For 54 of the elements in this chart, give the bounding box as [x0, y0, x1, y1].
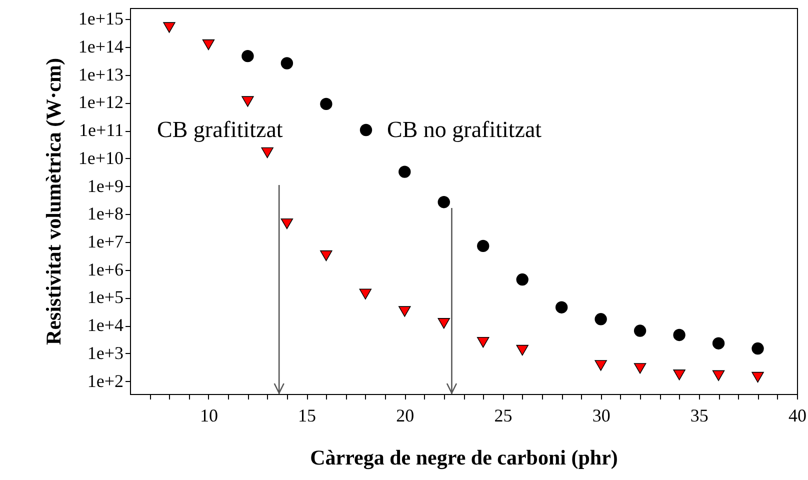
- x-tick-label: 20: [396, 406, 414, 426]
- point: [242, 96, 254, 107]
- point: [398, 166, 411, 178]
- point: [280, 57, 294, 70]
- point: [359, 288, 372, 300]
- y-tick-label: 1e+13: [78, 64, 124, 84]
- x-tick-label: 30: [592, 406, 610, 426]
- legend-label: CB no grafititzat: [387, 117, 542, 142]
- point: [477, 337, 490, 348]
- y-tick-label: 1e+3: [87, 342, 124, 363]
- point: [398, 306, 411, 317]
- point: [634, 363, 646, 374]
- point: [477, 240, 490, 252]
- point: [516, 273, 528, 286]
- point: [516, 344, 528, 356]
- x-tick-label: 25: [494, 406, 512, 426]
- point: [320, 250, 332, 262]
- x-tick-label: 15: [298, 406, 316, 426]
- point: [712, 370, 725, 381]
- y-tick-label: 1e+7: [87, 231, 124, 252]
- point: [712, 337, 725, 350]
- point: [594, 313, 607, 326]
- point: [320, 98, 332, 110]
- x-tick-label: 35: [690, 406, 708, 426]
- y-axis-title: Resistivitat volumètrica (W·cm): [41, 58, 66, 345]
- y-tick-label: 1e+5: [87, 287, 124, 308]
- point: [673, 370, 686, 380]
- point: [280, 218, 294, 230]
- y-tick-label: 1e+8: [87, 204, 124, 224]
- point: [555, 301, 568, 314]
- point: [438, 318, 450, 329]
- y-tick-label: 1e+15: [78, 8, 124, 29]
- x-tick-label: 40: [788, 406, 806, 426]
- y-tick-label: 1e+2: [87, 370, 124, 391]
- point: [673, 328, 686, 342]
- y-tick-label: 1e+10: [78, 148, 124, 168]
- point: [752, 372, 764, 383]
- point: [261, 147, 274, 158]
- y-tick-label: 1e+14: [78, 36, 124, 56]
- series-label: CB grafititzat: [157, 117, 284, 142]
- y-tick-label: 1e+11: [79, 120, 124, 140]
- x-tick-label: 10: [200, 406, 218, 426]
- point: [594, 360, 607, 371]
- point: [242, 50, 254, 62]
- y-tick-label: 1e+6: [87, 259, 124, 280]
- point: [752, 342, 764, 355]
- x-axis-title: Càrrega de negre de carboni (phr): [310, 446, 618, 470]
- y-tick-label: 1e+12: [78, 92, 124, 112]
- point: [202, 39, 215, 50]
- y-tick-label: 1e+4: [87, 315, 124, 336]
- point: [634, 324, 646, 337]
- point: [438, 196, 450, 208]
- y-tick-label: 1e+9: [87, 176, 124, 196]
- point: [163, 22, 176, 33]
